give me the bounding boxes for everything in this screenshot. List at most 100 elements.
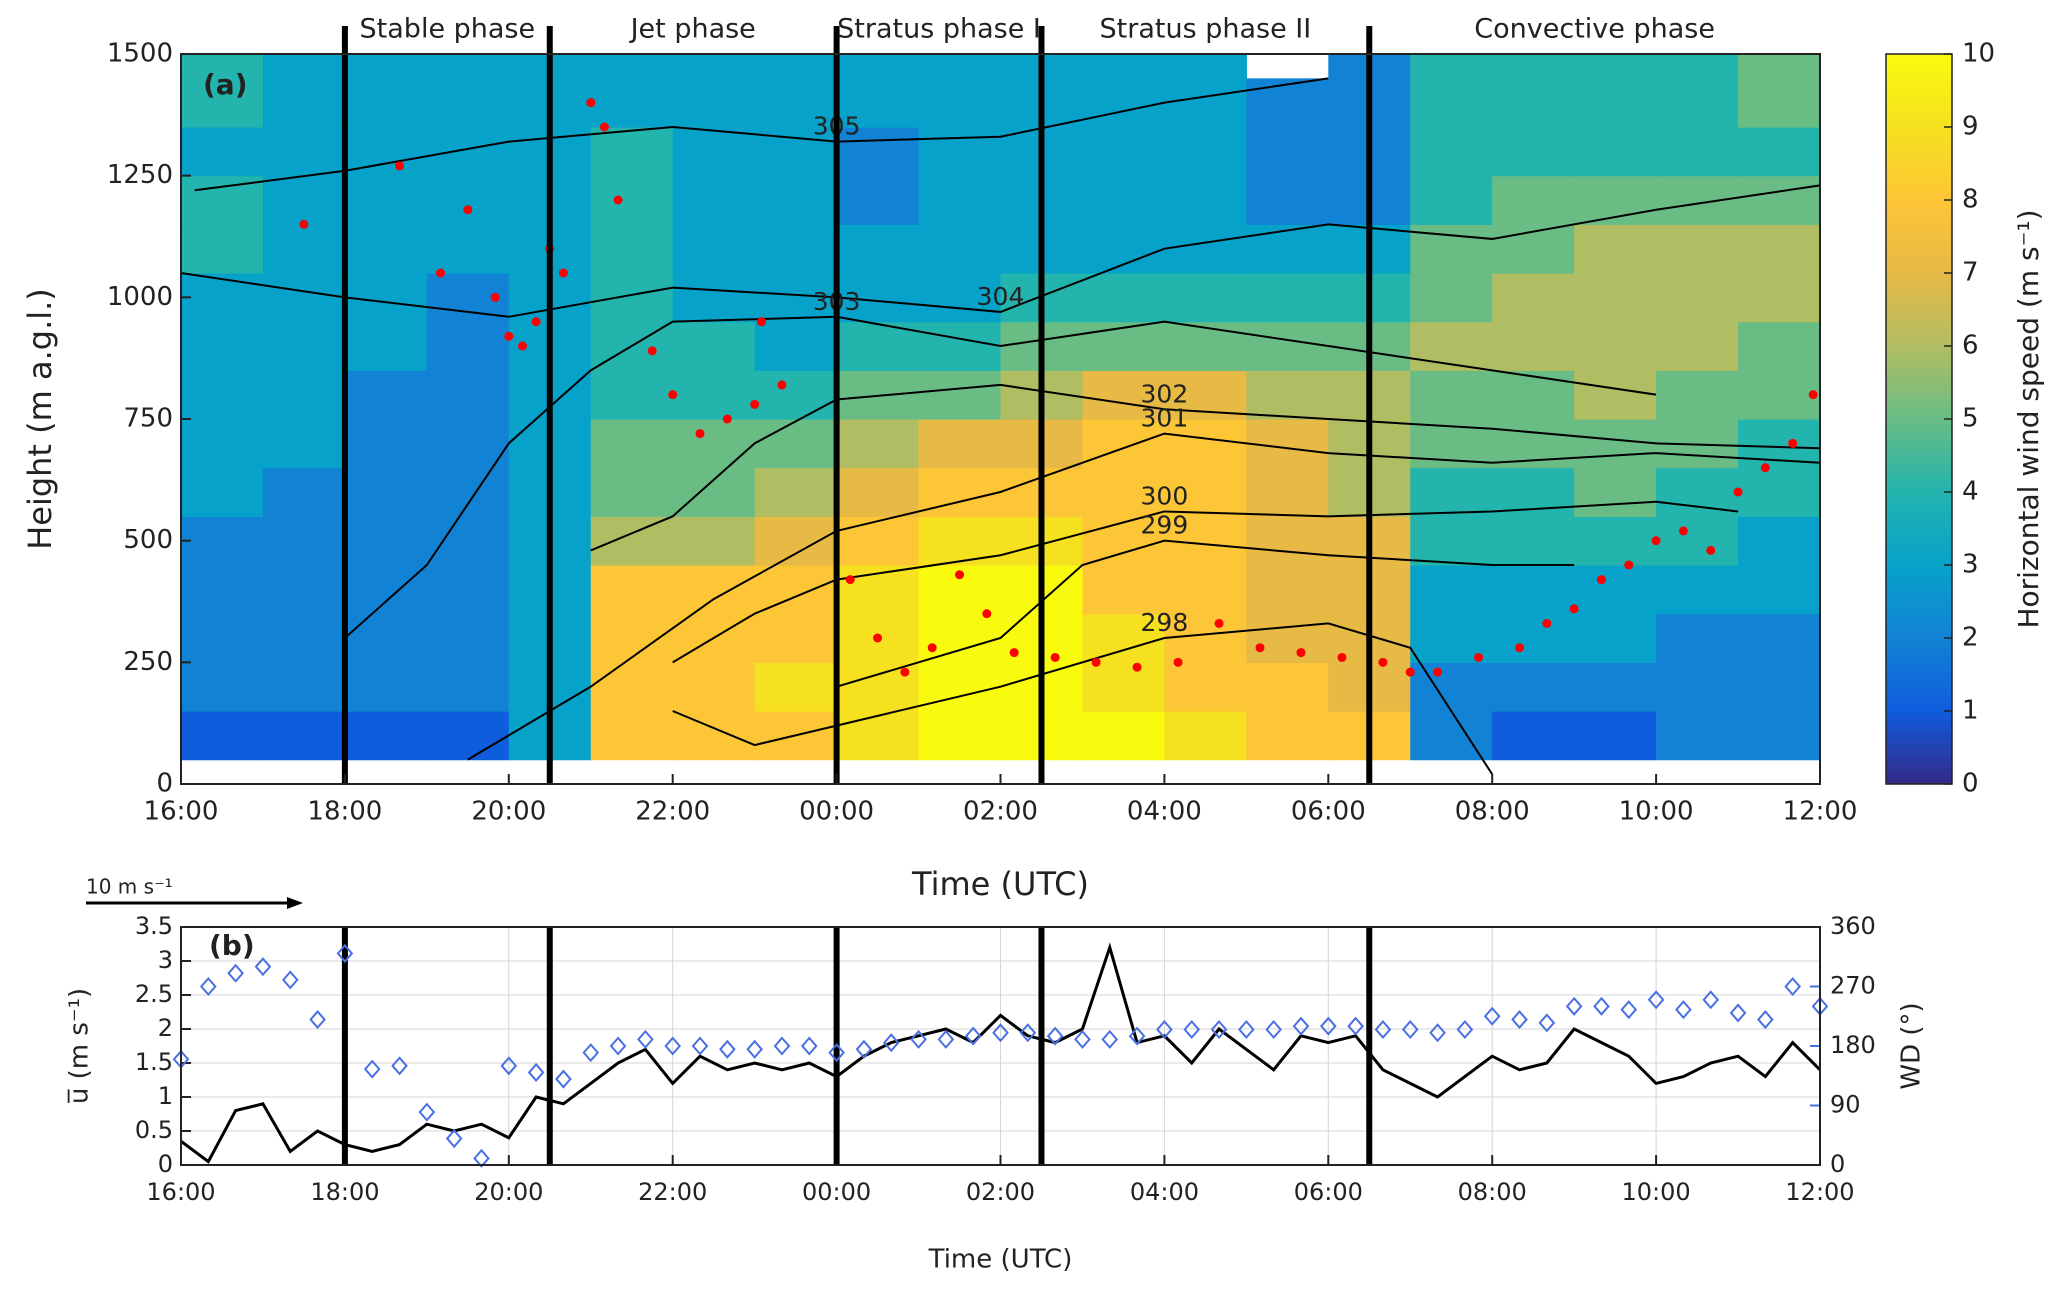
contour	[194, 77, 1329, 192]
heat-cell	[754, 662, 838, 712]
heat-cell	[426, 321, 510, 371]
heat-cell	[754, 78, 838, 128]
heat-cell	[1082, 273, 1165, 323]
cloud-point	[1296, 648, 1306, 658]
heat-cell	[181, 613, 264, 663]
heat-cell	[590, 565, 674, 615]
heat-cell	[1410, 467, 1493, 517]
heat-cell	[1738, 78, 1821, 128]
heat-cell	[181, 565, 264, 615]
heat-cell	[1082, 419, 1165, 469]
heat-cell	[426, 127, 510, 177]
wd-marker	[746, 1039, 763, 1059]
heat-cell	[836, 54, 920, 79]
wd-marker	[1456, 1019, 1474, 1039]
heat-cell	[181, 54, 264, 79]
heat-cell	[672, 419, 756, 469]
heat-cell	[1738, 127, 1821, 177]
heat-cell	[1246, 711, 1329, 761]
heat-cell	[1082, 370, 1165, 420]
heat-cell	[262, 54, 346, 79]
colorbar-tick-label: 7	[1962, 258, 1979, 288]
wd-marker	[1210, 1019, 1228, 1039]
heat-cell	[1410, 175, 1493, 225]
wd-marker	[637, 1029, 654, 1049]
cloud-point	[927, 643, 937, 653]
heat-cell	[262, 127, 346, 177]
wd-marker	[199, 976, 217, 997]
wd-marker	[1483, 1006, 1501, 1026]
heat-cell	[344, 78, 428, 128]
heat-cell	[1082, 516, 1165, 566]
cloud-point	[955, 570, 965, 580]
wd-marker	[254, 957, 272, 977]
wd-marker	[1675, 1000, 1692, 1020]
cloud-point	[599, 122, 609, 132]
heat-cell	[1492, 565, 1575, 615]
heat-cell	[1656, 370, 1739, 420]
heat-cell	[1738, 273, 1821, 323]
heat-cell	[1164, 662, 1247, 712]
heat-cell	[918, 321, 1002, 371]
wd-marker	[418, 1102, 436, 1122]
heat-cell	[590, 370, 674, 420]
wd-marker	[363, 1059, 381, 1079]
cloud-point	[756, 317, 766, 327]
cloud-point	[777, 380, 787, 390]
heat-cell	[1656, 516, 1739, 566]
heat-cell	[1656, 78, 1739, 128]
heat-cell	[754, 224, 838, 274]
heat-cell	[1410, 711, 1493, 761]
cloud-point	[531, 317, 541, 327]
heat-cell	[590, 419, 674, 469]
cloud-point	[1474, 652, 1484, 662]
heat-cell	[1082, 127, 1165, 177]
colorbar-tick-label: 1	[1962, 696, 1979, 726]
cloud-point	[1378, 657, 1388, 667]
heat-cell	[754, 321, 838, 371]
y-tick-label: 1	[158, 1082, 173, 1110]
cloud-point	[668, 390, 678, 400]
heat-cell	[344, 224, 428, 274]
cloud-point	[1214, 618, 1224, 628]
x-tick-label: 04:00	[1130, 1178, 1199, 1206]
heat-cell	[1082, 224, 1165, 274]
wd-marker	[1074, 1029, 1091, 1049]
colorbar-tick-label: 9	[1962, 112, 1979, 142]
heat-cell	[1164, 78, 1247, 128]
wd-marker	[473, 1148, 490, 1168]
heat-cell	[1574, 224, 1657, 274]
heat-cell	[1492, 370, 1575, 420]
cloud-point	[1173, 657, 1183, 667]
heat-cell	[918, 54, 1002, 79]
heat-cell	[672, 467, 756, 517]
heat-cell	[754, 467, 838, 517]
heat-cell	[1738, 54, 1821, 79]
wd-marker	[1183, 1019, 1201, 1039]
wd-marker	[1757, 1010, 1774, 1030]
cloud-point	[1405, 667, 1415, 677]
heat-cell	[1082, 711, 1165, 761]
heat-cell	[1574, 516, 1657, 566]
cloud-point	[1760, 463, 1770, 473]
heat-cell	[1164, 273, 1247, 323]
heat-cell	[1656, 127, 1739, 177]
heat-cell	[1656, 565, 1739, 615]
heat-cell	[836, 127, 920, 177]
heat-cell	[672, 175, 756, 225]
heat-cell	[1574, 419, 1657, 469]
heat-cell	[1082, 662, 1165, 712]
heat-cell	[1656, 613, 1739, 663]
y-tick-label: 1500	[107, 39, 173, 69]
y-tick-label: 0	[158, 1150, 173, 1178]
x-tick-label: 20:00	[471, 797, 546, 827]
heat-cell	[262, 224, 346, 274]
heat-cell	[590, 175, 674, 225]
wd-marker	[1347, 1016, 1364, 1036]
colorbar-tick-label: 10	[1962, 39, 1995, 69]
heat-cell	[1656, 273, 1739, 323]
phase-label: Convective phase	[1474, 14, 1715, 45]
heat-cell	[1656, 54, 1739, 79]
heat-cell	[836, 565, 920, 615]
wd-marker	[691, 1036, 709, 1056]
